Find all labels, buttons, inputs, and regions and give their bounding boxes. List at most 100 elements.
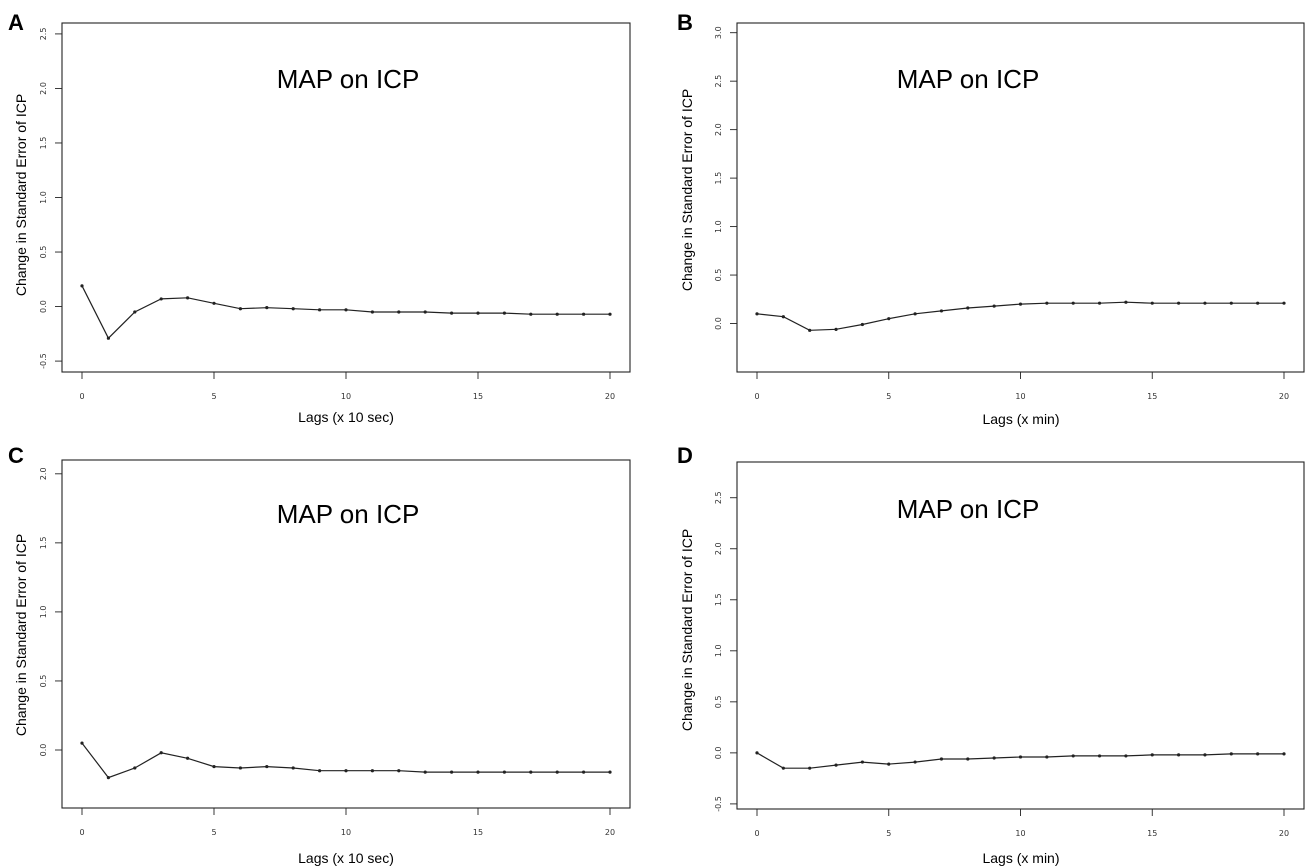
panel-b-letter: B [677,10,693,35]
panel-d-data-point [1097,754,1102,758]
panel-b-data-point [808,328,812,332]
panel-d-x-tick-label: 10 [1015,829,1025,838]
panel-d-x-tick-label: 0 [754,829,759,838]
panel-c-ylabel: Change in Standard Error of ICP [13,534,29,736]
panel-b-x-tick-label: 0 [754,392,759,401]
panel-a-title: MAP on ICP [277,64,420,94]
panel-d-data-point [939,757,944,761]
panel-a-ylabel: Change in Standard Error of ICP [13,94,29,296]
panel-a-data-point [106,336,110,340]
panel-c-y-tick-label: 0.5 [39,675,48,688]
panel-d-data-point [1256,752,1260,756]
panel-d-y-tick-label: 2.5 [714,491,723,504]
panel-a-x-tick-label: 15 [473,392,483,401]
panel-b-data-point [1071,301,1075,305]
panel-d-xlabel: Lags (x min) [982,850,1059,866]
panel-b-y-tick-label: 1.0 [714,220,723,233]
panel-b-data-point [1150,301,1154,305]
panel-c-data-point [344,769,348,773]
panel-d-y-tick-label: -0.5 [714,796,723,812]
panel-a-data-point [529,312,533,316]
panel-d-data-point [1282,752,1286,756]
panel-a-data-point [291,307,295,311]
panel-d-data-point [913,760,917,764]
panel-a-data-point [397,310,401,314]
panel-b-data-point [1256,301,1260,305]
panel-d-data-point [1071,754,1075,758]
panel-c-title: MAP on ICP [277,499,420,529]
panel-b-x-tick-label: 10 [1015,392,1025,401]
panel-c-data-point [476,770,480,774]
panel-a-data-point [608,312,612,316]
panel-c-data-point [397,769,401,773]
panel-a-data-point [238,307,242,311]
panel-b: B MAP on ICP Lags (x min) Change in Stan… [677,10,1305,427]
panel-a-x-tick-label: 10 [341,392,351,401]
panel-d-x-tick-label: 20 [1279,829,1289,838]
panel-d-y-tick-label: 2.0 [714,542,723,555]
panel-b-y-tick-label: 2.5 [714,75,723,88]
panel-c-y-tick-label: 0.0 [39,744,48,757]
panel-b-xlabel: Lags (x min) [982,411,1059,427]
panel-d-y-tick-label: 1.0 [714,644,723,657]
panel-b-data-point [1097,301,1102,305]
panel-c-data-point [502,770,506,774]
panel-d-data-point [1150,753,1154,757]
panel-d-data-point [755,751,759,755]
panel-b-data-point [1203,301,1207,305]
panel-c-data-point [291,766,295,770]
panel-c-letter: C [8,443,24,468]
panel-c-data-point [608,770,612,774]
panel-b-y-tick-label: 3.0 [714,26,723,39]
panel-c-x-tick-label: 20 [605,828,615,837]
panel-c-data-point [450,770,454,774]
panel-d-x-tick-label: 15 [1147,829,1157,838]
panel-d-data-point [834,763,838,767]
panel-a-data-point [318,308,322,312]
panel-c-data-point [186,756,190,760]
panel-a-y-tick-label: 1.5 [39,137,48,150]
panel-c-data-point [159,751,163,755]
panel-b-series-line [756,301,1284,331]
panel-b-data-point [834,327,838,331]
panel-c: C MAP on ICP Lags (x 10 sec) Change in S… [8,443,631,866]
panel-a-x-tick-label: 0 [79,392,84,401]
panel-c-x-tick-label: 15 [473,828,483,837]
panel-d-letter: D [677,443,693,468]
panel-d-data-point [860,760,865,764]
panel-d-title: MAP on ICP [897,494,1040,524]
panel-a-y-tick-label: 0.0 [39,300,48,313]
panel-a-y-tick-label: 2.5 [39,28,48,41]
panel-c-data-point [212,764,216,769]
panel-a-letter: A [8,10,24,35]
panel-b-data-point [781,315,785,319]
panel-b-data-point [913,312,917,316]
panel-c-data-point [80,741,84,745]
panel-c-y-tick-label: 2.0 [39,467,48,480]
panel-c-data-point [423,770,427,774]
panel-b-data-point [966,306,970,310]
panel-a-data-point [80,284,84,288]
panel-c-x-tick-label: 10 [341,828,351,837]
panel-a-data-point [159,297,163,301]
panel-b-data-point [755,312,759,316]
panel-d-data-point [1229,752,1233,756]
panel-b-y-tick-label: 0.0 [714,317,723,330]
panel-c-x-tick-label: 0 [79,828,84,837]
panel-a-data-point [370,310,374,314]
panel-a-data-point [344,308,348,312]
panel-b-data-point [860,322,865,327]
panel-a-y-tick-label: 1.0 [39,191,48,204]
panel-a-data-point [582,312,586,316]
panel-d-y-tick-label: 0.5 [714,695,723,708]
panel-b-data-point [1018,302,1023,306]
panel-a-data-point [450,311,454,315]
panel-c-data-point [555,770,559,774]
panel-c-data-point [238,766,242,770]
panel-b-y-tick-label: 0.5 [714,269,723,282]
panel-d-data-point [808,766,812,770]
panel-c-data-point [582,770,586,774]
panel-c-data-point [265,764,269,769]
panel-c-y-tick-label: 1.0 [39,606,48,619]
panel-a-x-tick-label: 20 [605,392,615,401]
